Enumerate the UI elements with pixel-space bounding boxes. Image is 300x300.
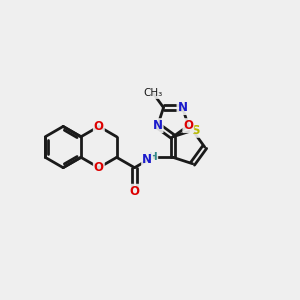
Text: CH₃: CH₃ xyxy=(144,88,163,98)
Text: N: N xyxy=(178,101,188,114)
Text: H: H xyxy=(148,152,158,162)
Text: N: N xyxy=(142,153,152,166)
Text: O: O xyxy=(94,120,104,133)
Text: O: O xyxy=(94,161,104,174)
Text: O: O xyxy=(183,119,193,132)
Text: S: S xyxy=(191,124,199,137)
Text: N: N xyxy=(153,119,163,132)
Text: O: O xyxy=(130,185,140,198)
